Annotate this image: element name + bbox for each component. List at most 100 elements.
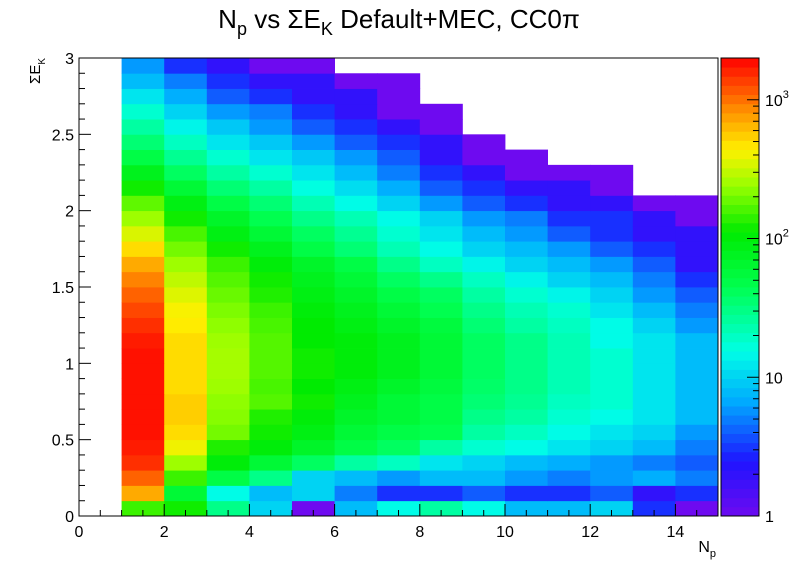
- heatmap-cell: [590, 271, 634, 288]
- heatmap-cell: [419, 241, 463, 257]
- heatmap-cell: [292, 287, 335, 303]
- heatmap-cell: [505, 210, 548, 227]
- heatmap-cell: [334, 500, 378, 517]
- heatmap-cell: [632, 439, 676, 456]
- heatmap-cell: [377, 409, 421, 425]
- heatmap-cell: [590, 180, 634, 196]
- heatmap-cell: [206, 241, 250, 257]
- heatmap-cell: [249, 134, 293, 150]
- heatmap-cell: [164, 241, 208, 257]
- heatmap-cell: [206, 149, 250, 166]
- color-tick-label: 1: [765, 509, 774, 526]
- heatmap-cell: [164, 500, 208, 517]
- heatmap-cell: [462, 363, 506, 379]
- heatmap-cell: [206, 409, 250, 425]
- heatmap-cell: [334, 424, 378, 441]
- heatmap-cell: [462, 439, 506, 456]
- heatmap-cell: [419, 180, 463, 196]
- heatmap-cell: [377, 149, 421, 166]
- heatmap-cell: [590, 241, 634, 257]
- heatmap-cell: [249, 271, 293, 288]
- heatmap-cell: [334, 378, 378, 395]
- heatmap-cell: [419, 439, 463, 456]
- heatmap-cell: [547, 424, 591, 441]
- color-scale-band: [721, 451, 759, 462]
- heatmap-cell: [590, 393, 634, 410]
- heatmap-cell: [675, 485, 719, 502]
- heatmap-cell: [505, 485, 548, 502]
- heatmap-cell: [292, 454, 335, 471]
- heatmap-cell: [292, 424, 335, 441]
- heatmap-cell: [164, 317, 208, 334]
- heatmap-cell: [632, 332, 676, 349]
- heatmap-cell: [505, 332, 548, 349]
- color-scale-band: [721, 305, 759, 315]
- heatmap-cell: [121, 454, 165, 471]
- heatmap-cell: [377, 73, 421, 89]
- color-scale-band: [721, 67, 759, 77]
- x-axis-label-main: N: [698, 539, 710, 556]
- heatmap-cell: [419, 210, 463, 227]
- heatmap-cell: [505, 241, 548, 257]
- heatmap-cell: [377, 348, 421, 364]
- heatmap-cell: [334, 409, 378, 425]
- heatmap-cell: [292, 195, 335, 212]
- heatmap-cell: [334, 485, 378, 502]
- heatmap-cell: [164, 149, 208, 166]
- heatmap-cell: [249, 348, 293, 364]
- x-tick-label: 4: [245, 524, 254, 541]
- heatmap-cell: [121, 210, 165, 227]
- heatmap-cell: [590, 454, 634, 471]
- y-axis-label: ΣEK: [27, 58, 48, 84]
- heatmap-cell: [505, 180, 548, 196]
- color-scale-band: [721, 387, 759, 398]
- heatmap-cell: [632, 210, 676, 227]
- color-scale-band: [721, 296, 759, 306]
- heatmap-cell: [462, 332, 506, 349]
- color-scale-band: [721, 479, 759, 489]
- heatmap-cell: [334, 317, 378, 334]
- heatmap-cell: [206, 470, 250, 486]
- color-scale-band: [721, 488, 759, 499]
- heatmap-cell: [334, 332, 378, 349]
- heatmap-cell: [675, 424, 719, 441]
- heatmap-cell: [121, 119, 165, 135]
- heatmap-cell: [121, 485, 165, 502]
- heatmap-cell: [505, 409, 548, 425]
- heatmap-cell: [292, 58, 335, 74]
- heatmap-cell: [675, 470, 719, 486]
- heatmap-cell: [377, 287, 421, 303]
- heatmap-cell: [334, 103, 378, 120]
- color-scale-band: [721, 424, 759, 434]
- heatmap-cell: [292, 210, 335, 227]
- color-scale-band: [721, 268, 759, 279]
- heatmap-cell: [547, 470, 591, 486]
- color-scale-band: [721, 396, 759, 407]
- heatmap-cell: [206, 485, 250, 502]
- heatmap-cell: [206, 225, 250, 242]
- heatmap-cell: [121, 149, 165, 166]
- heatmap-cell: [377, 332, 421, 349]
- heatmap-cell: [292, 363, 335, 379]
- heatmap-cell: [675, 393, 719, 410]
- heatmap-cell: [334, 256, 378, 273]
- heatmap-cell: [164, 271, 208, 288]
- heatmap-cell: [590, 332, 634, 349]
- heatmap-cell: [377, 424, 421, 441]
- heatmap-cell: [632, 195, 676, 212]
- heatmap-cell: [462, 302, 506, 318]
- heatmap-cell: [292, 332, 335, 349]
- heatmap-cell: [590, 256, 634, 273]
- heatmap-cell: [419, 287, 463, 303]
- color-scale-band: [721, 58, 759, 68]
- heatmap-cell: [164, 470, 208, 486]
- heatmap-cell: [292, 378, 335, 395]
- heatmap-cell: [121, 88, 165, 105]
- heatmap-cell: [164, 58, 208, 74]
- color-tick-label: 103: [765, 89, 789, 110]
- heatmap-cell: [675, 409, 719, 425]
- color-scale-band: [721, 112, 759, 123]
- x-axis-ticks: 0 2 4 6 8 10 12 14: [75, 504, 719, 541]
- heatmap-cell: [632, 470, 676, 486]
- x-tick-label: 14: [667, 524, 685, 541]
